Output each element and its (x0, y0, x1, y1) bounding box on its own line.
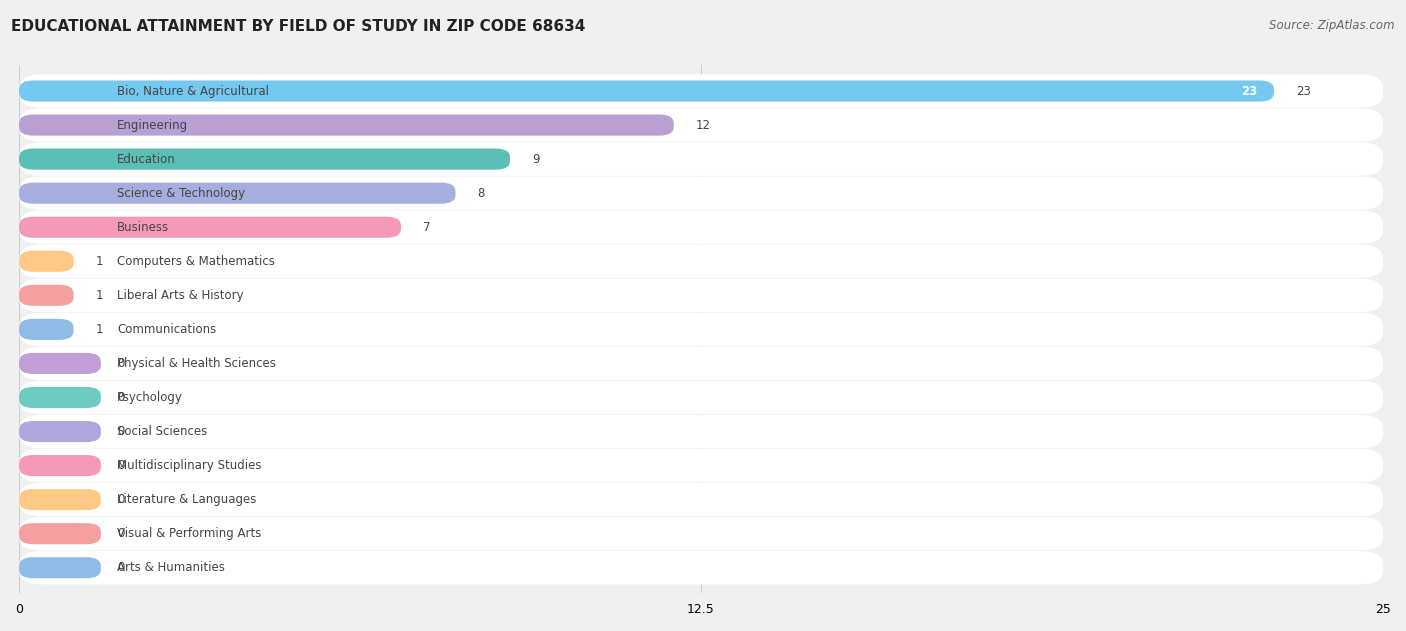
Text: Engineering: Engineering (117, 119, 188, 132)
FancyBboxPatch shape (20, 421, 101, 442)
FancyBboxPatch shape (20, 347, 1384, 380)
Text: 0: 0 (117, 561, 125, 574)
Text: Science & Technology: Science & Technology (117, 187, 245, 199)
FancyBboxPatch shape (20, 245, 1384, 278)
FancyBboxPatch shape (20, 353, 101, 374)
FancyBboxPatch shape (20, 279, 1384, 312)
Text: Psychology: Psychology (117, 391, 183, 404)
FancyBboxPatch shape (20, 517, 1384, 550)
Text: 23: 23 (1296, 85, 1310, 98)
Text: 1: 1 (96, 323, 103, 336)
FancyBboxPatch shape (20, 387, 101, 408)
FancyBboxPatch shape (20, 148, 510, 170)
Text: Bio, Nature & Agricultural: Bio, Nature & Agricultural (117, 85, 269, 98)
Text: 12: 12 (696, 119, 710, 132)
Text: Education: Education (117, 153, 176, 165)
Text: Visual & Performing Arts: Visual & Performing Arts (117, 527, 262, 540)
FancyBboxPatch shape (20, 109, 1384, 142)
FancyBboxPatch shape (20, 319, 73, 340)
FancyBboxPatch shape (20, 313, 1384, 346)
FancyBboxPatch shape (20, 114, 673, 136)
Text: Business: Business (117, 221, 169, 233)
FancyBboxPatch shape (20, 251, 73, 272)
Text: 9: 9 (531, 153, 540, 165)
FancyBboxPatch shape (20, 449, 1384, 482)
Text: 1: 1 (96, 289, 103, 302)
Text: 0: 0 (117, 459, 125, 472)
FancyBboxPatch shape (20, 380, 1384, 414)
FancyBboxPatch shape (20, 415, 1384, 448)
FancyBboxPatch shape (20, 557, 101, 578)
Text: 0: 0 (117, 527, 125, 540)
FancyBboxPatch shape (20, 177, 1384, 210)
Text: Multidisciplinary Studies: Multidisciplinary Studies (117, 459, 262, 472)
Text: 0: 0 (117, 425, 125, 438)
Text: 7: 7 (423, 221, 430, 233)
Text: 8: 8 (477, 187, 485, 199)
Text: 0: 0 (117, 391, 125, 404)
FancyBboxPatch shape (20, 216, 401, 238)
Text: 0: 0 (117, 357, 125, 370)
Text: 1: 1 (96, 255, 103, 268)
FancyBboxPatch shape (20, 143, 1384, 176)
Text: 23: 23 (1241, 85, 1257, 98)
FancyBboxPatch shape (20, 81, 1274, 102)
FancyBboxPatch shape (20, 551, 1384, 584)
FancyBboxPatch shape (20, 285, 73, 306)
FancyBboxPatch shape (20, 182, 456, 204)
Text: Arts & Humanities: Arts & Humanities (117, 561, 225, 574)
Text: Literature & Languages: Literature & Languages (117, 493, 256, 506)
Text: Liberal Arts & History: Liberal Arts & History (117, 289, 243, 302)
Text: Physical & Health Sciences: Physical & Health Sciences (117, 357, 276, 370)
Text: Source: ZipAtlas.com: Source: ZipAtlas.com (1270, 19, 1395, 32)
Text: Computers & Mathematics: Computers & Mathematics (117, 255, 276, 268)
Text: Communications: Communications (117, 323, 217, 336)
FancyBboxPatch shape (20, 483, 1384, 516)
FancyBboxPatch shape (20, 523, 101, 545)
FancyBboxPatch shape (20, 489, 101, 510)
Text: Social Sciences: Social Sciences (117, 425, 208, 438)
Text: EDUCATIONAL ATTAINMENT BY FIELD OF STUDY IN ZIP CODE 68634: EDUCATIONAL ATTAINMENT BY FIELD OF STUDY… (11, 19, 586, 34)
FancyBboxPatch shape (20, 74, 1384, 108)
FancyBboxPatch shape (20, 211, 1384, 244)
Text: 0: 0 (117, 493, 125, 506)
FancyBboxPatch shape (20, 455, 101, 476)
